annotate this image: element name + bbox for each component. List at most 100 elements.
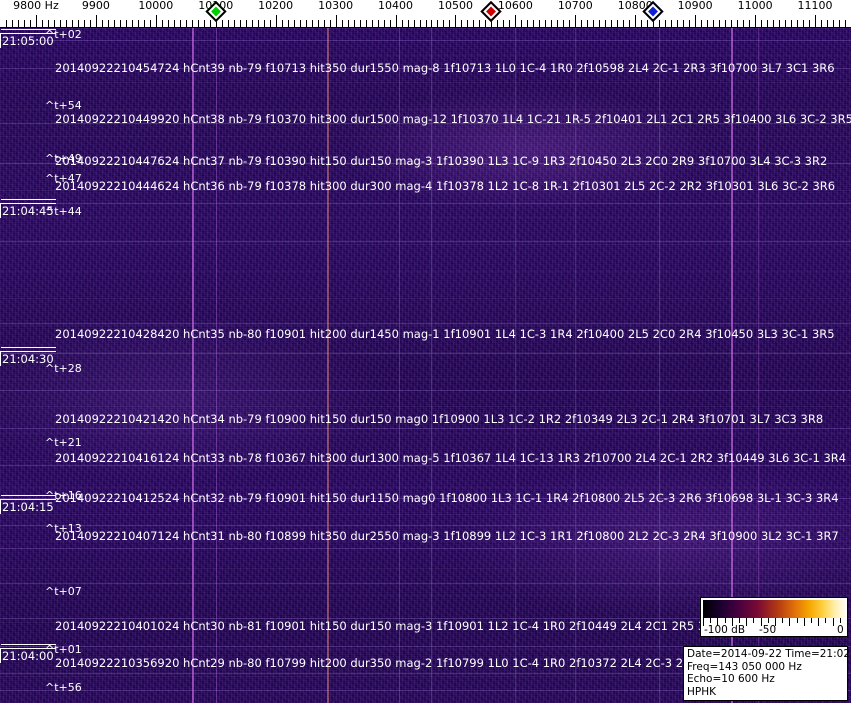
- colorbar-tick: [717, 618, 719, 626]
- ruler-label: 10000: [138, 0, 174, 12]
- green-marker-inner: [207, 3, 224, 20]
- ruler-label: 10300: [318, 0, 354, 12]
- ruler-tick-minor: [431, 20, 432, 28]
- ruler-tick-minor: [731, 20, 732, 28]
- ruler-tick-minor: [42, 20, 43, 28]
- ruler-tick-minor: [785, 20, 786, 28]
- ruler-tick-minor: [557, 20, 558, 28]
- ruler-tick-minor: [521, 20, 522, 28]
- event-text: 20140922210428420 hCnt35 nb-80 f10901 hi…: [55, 327, 835, 341]
- event-text: 20140922210454724 hCnt39 nb-79 f10713 hi…: [55, 61, 835, 75]
- ruler-label: 10700: [557, 0, 593, 12]
- ruler-tick-minor: [264, 20, 265, 28]
- scan-seam: [0, 353, 851, 354]
- scan-seam: [0, 646, 851, 647]
- ruler-tick-minor: [60, 20, 61, 28]
- scan-seam: [0, 525, 851, 526]
- ruler-tick-minor: [168, 20, 169, 28]
- ruler-tick-minor: [378, 20, 379, 28]
- event-text: 20140922210416124 hCnt33 nb-78 f10367 hi…: [55, 451, 847, 465]
- ruler-tick-minor: [300, 20, 301, 28]
- ruler-tick-minor: [222, 20, 223, 28]
- ruler-tick-minor: [737, 20, 738, 28]
- event-text: 20140922210412524 hCnt32 nb-79 f10901 hi…: [55, 491, 839, 505]
- ruler-tick-minor: [623, 20, 624, 28]
- waterfall-display[interactable]: 20140922210454724 hCnt39 nb-79 f10713 hi…: [0, 28, 851, 703]
- colorbar-tick: [847, 618, 848, 626]
- time-offset-mark: ^t+02: [45, 28, 82, 41]
- ruler-tick-minor: [587, 20, 588, 28]
- ruler-tick-minor: [234, 20, 235, 28]
- scan-seam: [0, 673, 851, 674]
- event-text: 20140922210401024 hCnt30 nb-81 f10901 hi…: [55, 619, 828, 633]
- ruler-tick-minor: [467, 20, 468, 28]
- ruler-tick-major: [755, 15, 756, 28]
- time-offset-mark: ^t+44: [45, 205, 82, 218]
- scan-seam: [0, 163, 851, 164]
- ruler-tick-minor: [743, 20, 744, 28]
- carrier-line: [659, 28, 660, 703]
- ruler-tick-minor: [599, 20, 600, 28]
- timestamp-label: 21:04:45: [0, 199, 56, 218]
- ruler-tick-minor: [180, 20, 181, 28]
- ruler-tick-major: [156, 15, 157, 28]
- ruler-tick-major: [96, 15, 97, 28]
- ruler-tick-minor: [749, 20, 750, 28]
- noise-texture: [0, 28, 851, 703]
- frequency-ruler[interactable]: 9800 Hz990010000101001020010300104001050…: [0, 0, 851, 28]
- info-station: HPHK: [687, 685, 717, 698]
- ruler-tick-minor: [443, 20, 444, 28]
- scan-seam: [0, 203, 851, 204]
- ruler-tick-minor: [791, 20, 792, 28]
- ruler-tick-minor: [198, 20, 199, 28]
- colorbar-tick: [767, 618, 769, 623]
- ruler-tick-major: [695, 15, 696, 28]
- ruler-tick-minor: [449, 20, 450, 28]
- ruler-tick-minor: [437, 20, 438, 28]
- ruler-tick-minor: [90, 20, 91, 28]
- ruler-tick-minor: [114, 20, 115, 28]
- scan-seam: [0, 428, 851, 429]
- ruler-tick-major: [575, 15, 576, 28]
- scan-seam: [0, 618, 851, 619]
- blue-marker-inner: [645, 3, 661, 20]
- ruler-tick-minor: [414, 20, 415, 28]
- ruler-tick-minor: [174, 20, 175, 28]
- colorbar-tick: [710, 618, 712, 623]
- colorbar-tick: [832, 618, 834, 626]
- time-offset-mark: ^t+54: [45, 99, 82, 112]
- ruler-tick-major: [396, 15, 397, 28]
- ruler-baseline: [0, 27, 851, 28]
- ruler-tick-minor: [719, 20, 720, 28]
- ruler-tick-minor: [372, 20, 373, 28]
- ruler-tick-minor: [803, 20, 804, 28]
- ruler-tick-minor: [426, 20, 427, 28]
- ruler-tick-minor: [503, 20, 504, 28]
- ruler-tick-minor: [689, 20, 690, 28]
- ruler-tick-minor: [683, 20, 684, 28]
- ruler-tick-minor: [527, 20, 528, 28]
- ruler-label: 9900: [81, 0, 110, 12]
- ruler-tick-minor: [827, 20, 828, 28]
- ruler-tick-minor: [461, 20, 462, 28]
- ruler-tick-minor: [479, 20, 480, 28]
- red-marker-inner: [483, 3, 500, 20]
- ruler-tick-minor: [348, 20, 349, 28]
- ruler-tick-minor: [551, 20, 552, 28]
- ruler-tick-minor: [162, 20, 163, 28]
- time-offset-mark: ^t+01: [45, 643, 82, 656]
- scan-seam: [0, 465, 851, 466]
- time-offset-mark: ^t+16: [45, 489, 82, 502]
- ruler-tick-minor: [246, 20, 247, 28]
- ruler-tick-major: [336, 15, 337, 28]
- carrier-line: [431, 28, 432, 703]
- colorbar-labels: -100 dB -50 0: [701, 624, 849, 637]
- ruler-label: 10500: [437, 0, 473, 12]
- ruler-tick-minor: [48, 20, 49, 28]
- ruler-label: 11100: [797, 0, 833, 12]
- ruler-tick-minor: [318, 20, 319, 28]
- colorbar-ticks: [703, 618, 848, 626]
- ruler-tick-minor: [707, 20, 708, 28]
- carrier-line: [575, 28, 576, 703]
